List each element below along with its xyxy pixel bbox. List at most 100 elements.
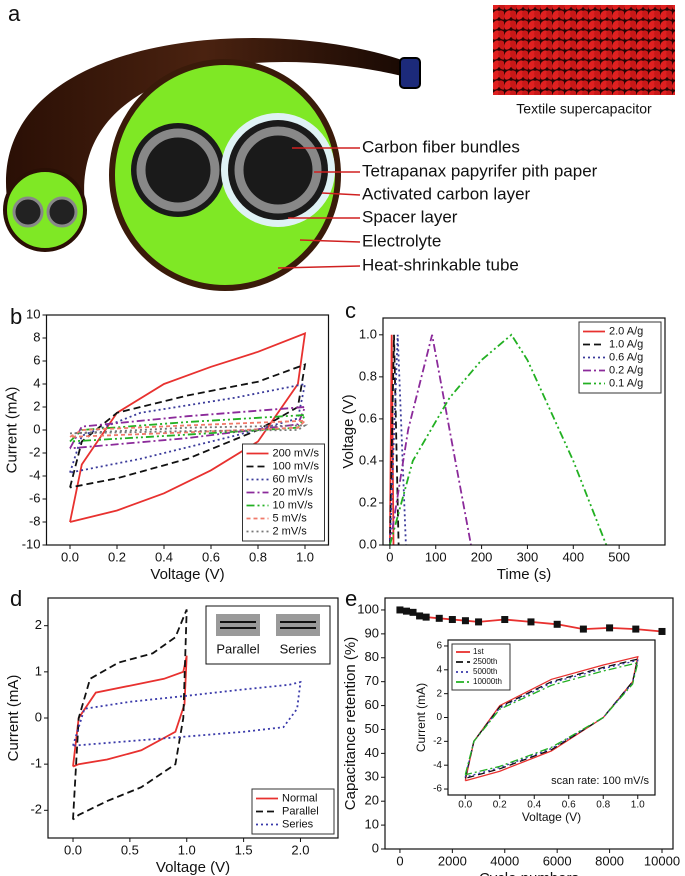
y-tick-label: 90 bbox=[365, 625, 379, 640]
legend-label: 20 mV/s bbox=[273, 486, 314, 498]
plot-frame bbox=[447, 639, 656, 796]
y-tick-label: 4 bbox=[33, 375, 40, 390]
y-tick-label: 0.4 bbox=[359, 452, 377, 467]
x-tick-label: 0.8 bbox=[249, 549, 267, 564]
x-tick-label: 0 bbox=[386, 549, 393, 564]
legend-label: 1.0 A/g bbox=[609, 338, 643, 350]
panel: 0.0 0.2 0.4 0.6 0.8 1.0 -6 -4 -2 0 2 4 6 Voltage (V) C… bbox=[414, 639, 656, 824]
plot-frame bbox=[382, 317, 666, 546]
x-tick-label: 0.8 bbox=[596, 800, 610, 811]
x-tick-label: 0 bbox=[396, 853, 403, 868]
marker bbox=[435, 614, 443, 622]
inset-label: Parallel bbox=[216, 641, 259, 656]
series-line bbox=[69, 363, 307, 489]
layer-label: Spacer layer bbox=[362, 207, 458, 226]
x-tick-label: 0.4 bbox=[155, 549, 173, 564]
textile-photo bbox=[493, 5, 675, 95]
y-tick-label: 20 bbox=[365, 793, 379, 808]
x-tick-label: 1.5 bbox=[235, 842, 253, 857]
series-line bbox=[72, 680, 302, 747]
inset-icon bbox=[276, 614, 320, 636]
y-tick-label: -2 bbox=[433, 736, 442, 747]
panel: 0.0 0.5 1.0 1.5 2.0 -2 -1 0 1 2 Voltage (V) Current… bbox=[5, 586, 339, 876]
series-line bbox=[389, 334, 407, 545]
y-tick-label: 6 bbox=[33, 352, 40, 367]
series-line bbox=[72, 609, 188, 821]
y-tick-label: -2 bbox=[30, 802, 42, 817]
y-tick-label: 1.0 bbox=[359, 326, 377, 341]
x-tick-label: 500 bbox=[608, 549, 630, 564]
y-tick-label: -6 bbox=[29, 490, 41, 505]
x-tick-label: 2000 bbox=[438, 853, 467, 868]
legend-label: 60 mV/s bbox=[273, 473, 314, 485]
marker bbox=[475, 618, 483, 626]
x-axis-label: Voltage (V) bbox=[156, 859, 230, 876]
fiber bbox=[12, 196, 44, 228]
x-axis-label: Voltage (V) bbox=[150, 566, 224, 583]
y-axis-label: Current (mA) bbox=[4, 387, 21, 474]
layer-label: Electrolyte bbox=[362, 231, 441, 250]
y-axis-label: Current (mA) bbox=[5, 675, 22, 762]
y-tick-label: -8 bbox=[29, 513, 41, 528]
panel-label: c bbox=[345, 298, 356, 323]
y-tick-label: 8 bbox=[33, 329, 40, 344]
y-axis-label: Capacitance retention (%) bbox=[342, 637, 359, 810]
marker bbox=[448, 616, 456, 624]
y-tick-label: -4 bbox=[29, 467, 41, 482]
x-tick-label: 1.0 bbox=[296, 549, 314, 564]
inset-icon bbox=[216, 614, 260, 636]
series-line bbox=[389, 333, 608, 545]
y-tick-label: 0.2 bbox=[359, 494, 377, 509]
series-line bbox=[389, 334, 472, 545]
x-tick-label: 6000 bbox=[543, 853, 572, 868]
series-line bbox=[69, 405, 307, 450]
series-line bbox=[72, 655, 188, 768]
legend-label: 2.0 A/g bbox=[609, 325, 643, 337]
y-axis-label: Voltage (V) bbox=[340, 394, 357, 468]
panel-label: d bbox=[10, 586, 22, 611]
x-tick-label: 8000 bbox=[595, 853, 624, 868]
marker bbox=[396, 606, 404, 614]
plot-frame bbox=[384, 597, 674, 850]
legend-label: 5 mV/s bbox=[273, 512, 308, 524]
series-line bbox=[69, 414, 307, 443]
x-axis-label: Cycle numbers bbox=[479, 870, 579, 876]
x-tick-label: 0.6 bbox=[202, 549, 220, 564]
marker bbox=[579, 625, 587, 633]
legend-label: 0.6 A/g bbox=[609, 351, 643, 363]
legend-label: Series bbox=[282, 818, 314, 830]
layer-label: Tetrapanax papyrifer pith paper bbox=[362, 161, 598, 180]
y-tick-label: 0 bbox=[35, 709, 42, 724]
y-tick-label: 0.0 bbox=[359, 536, 377, 551]
x-tick-label: 1.0 bbox=[178, 842, 196, 857]
x-tick-label: 400 bbox=[562, 549, 584, 564]
marker bbox=[658, 627, 666, 635]
panel-label: a bbox=[8, 1, 21, 26]
legend-label: Parallel bbox=[282, 805, 319, 817]
x-tick-label: 0.5 bbox=[121, 842, 139, 857]
x-tick-label: 300 bbox=[517, 549, 539, 564]
legend-box bbox=[251, 788, 335, 835]
inset-label: Series bbox=[280, 641, 317, 656]
legend-label: 10000th bbox=[473, 677, 502, 686]
x-tick-label: 0.4 bbox=[527, 800, 541, 811]
legend-label: Normal bbox=[282, 792, 317, 804]
fiber-ring bbox=[136, 128, 220, 212]
y-tick-label: -2 bbox=[29, 444, 41, 459]
legend-label: 2 mV/s bbox=[273, 525, 308, 537]
x-tick-label: 0.2 bbox=[108, 549, 126, 564]
x-tick-label: 0.6 bbox=[562, 800, 576, 811]
legend-label: 10 mV/s bbox=[273, 499, 314, 511]
y-tick-label: -10 bbox=[22, 536, 41, 551]
marker bbox=[409, 608, 417, 616]
leaders bbox=[277, 147, 361, 269]
marker bbox=[553, 620, 561, 628]
x-axis-label: Voltage (V) bbox=[522, 810, 581, 824]
layer-label: Heat-shrinkable tube bbox=[362, 255, 519, 274]
panel-label: b bbox=[10, 304, 22, 329]
y-tick-label: 4 bbox=[436, 664, 442, 675]
annotation: scan rate: 100 mV/s bbox=[551, 775, 649, 787]
layer-label: Carbon fiber bundles bbox=[362, 137, 520, 156]
legend-label: 200 mV/s bbox=[273, 447, 320, 459]
